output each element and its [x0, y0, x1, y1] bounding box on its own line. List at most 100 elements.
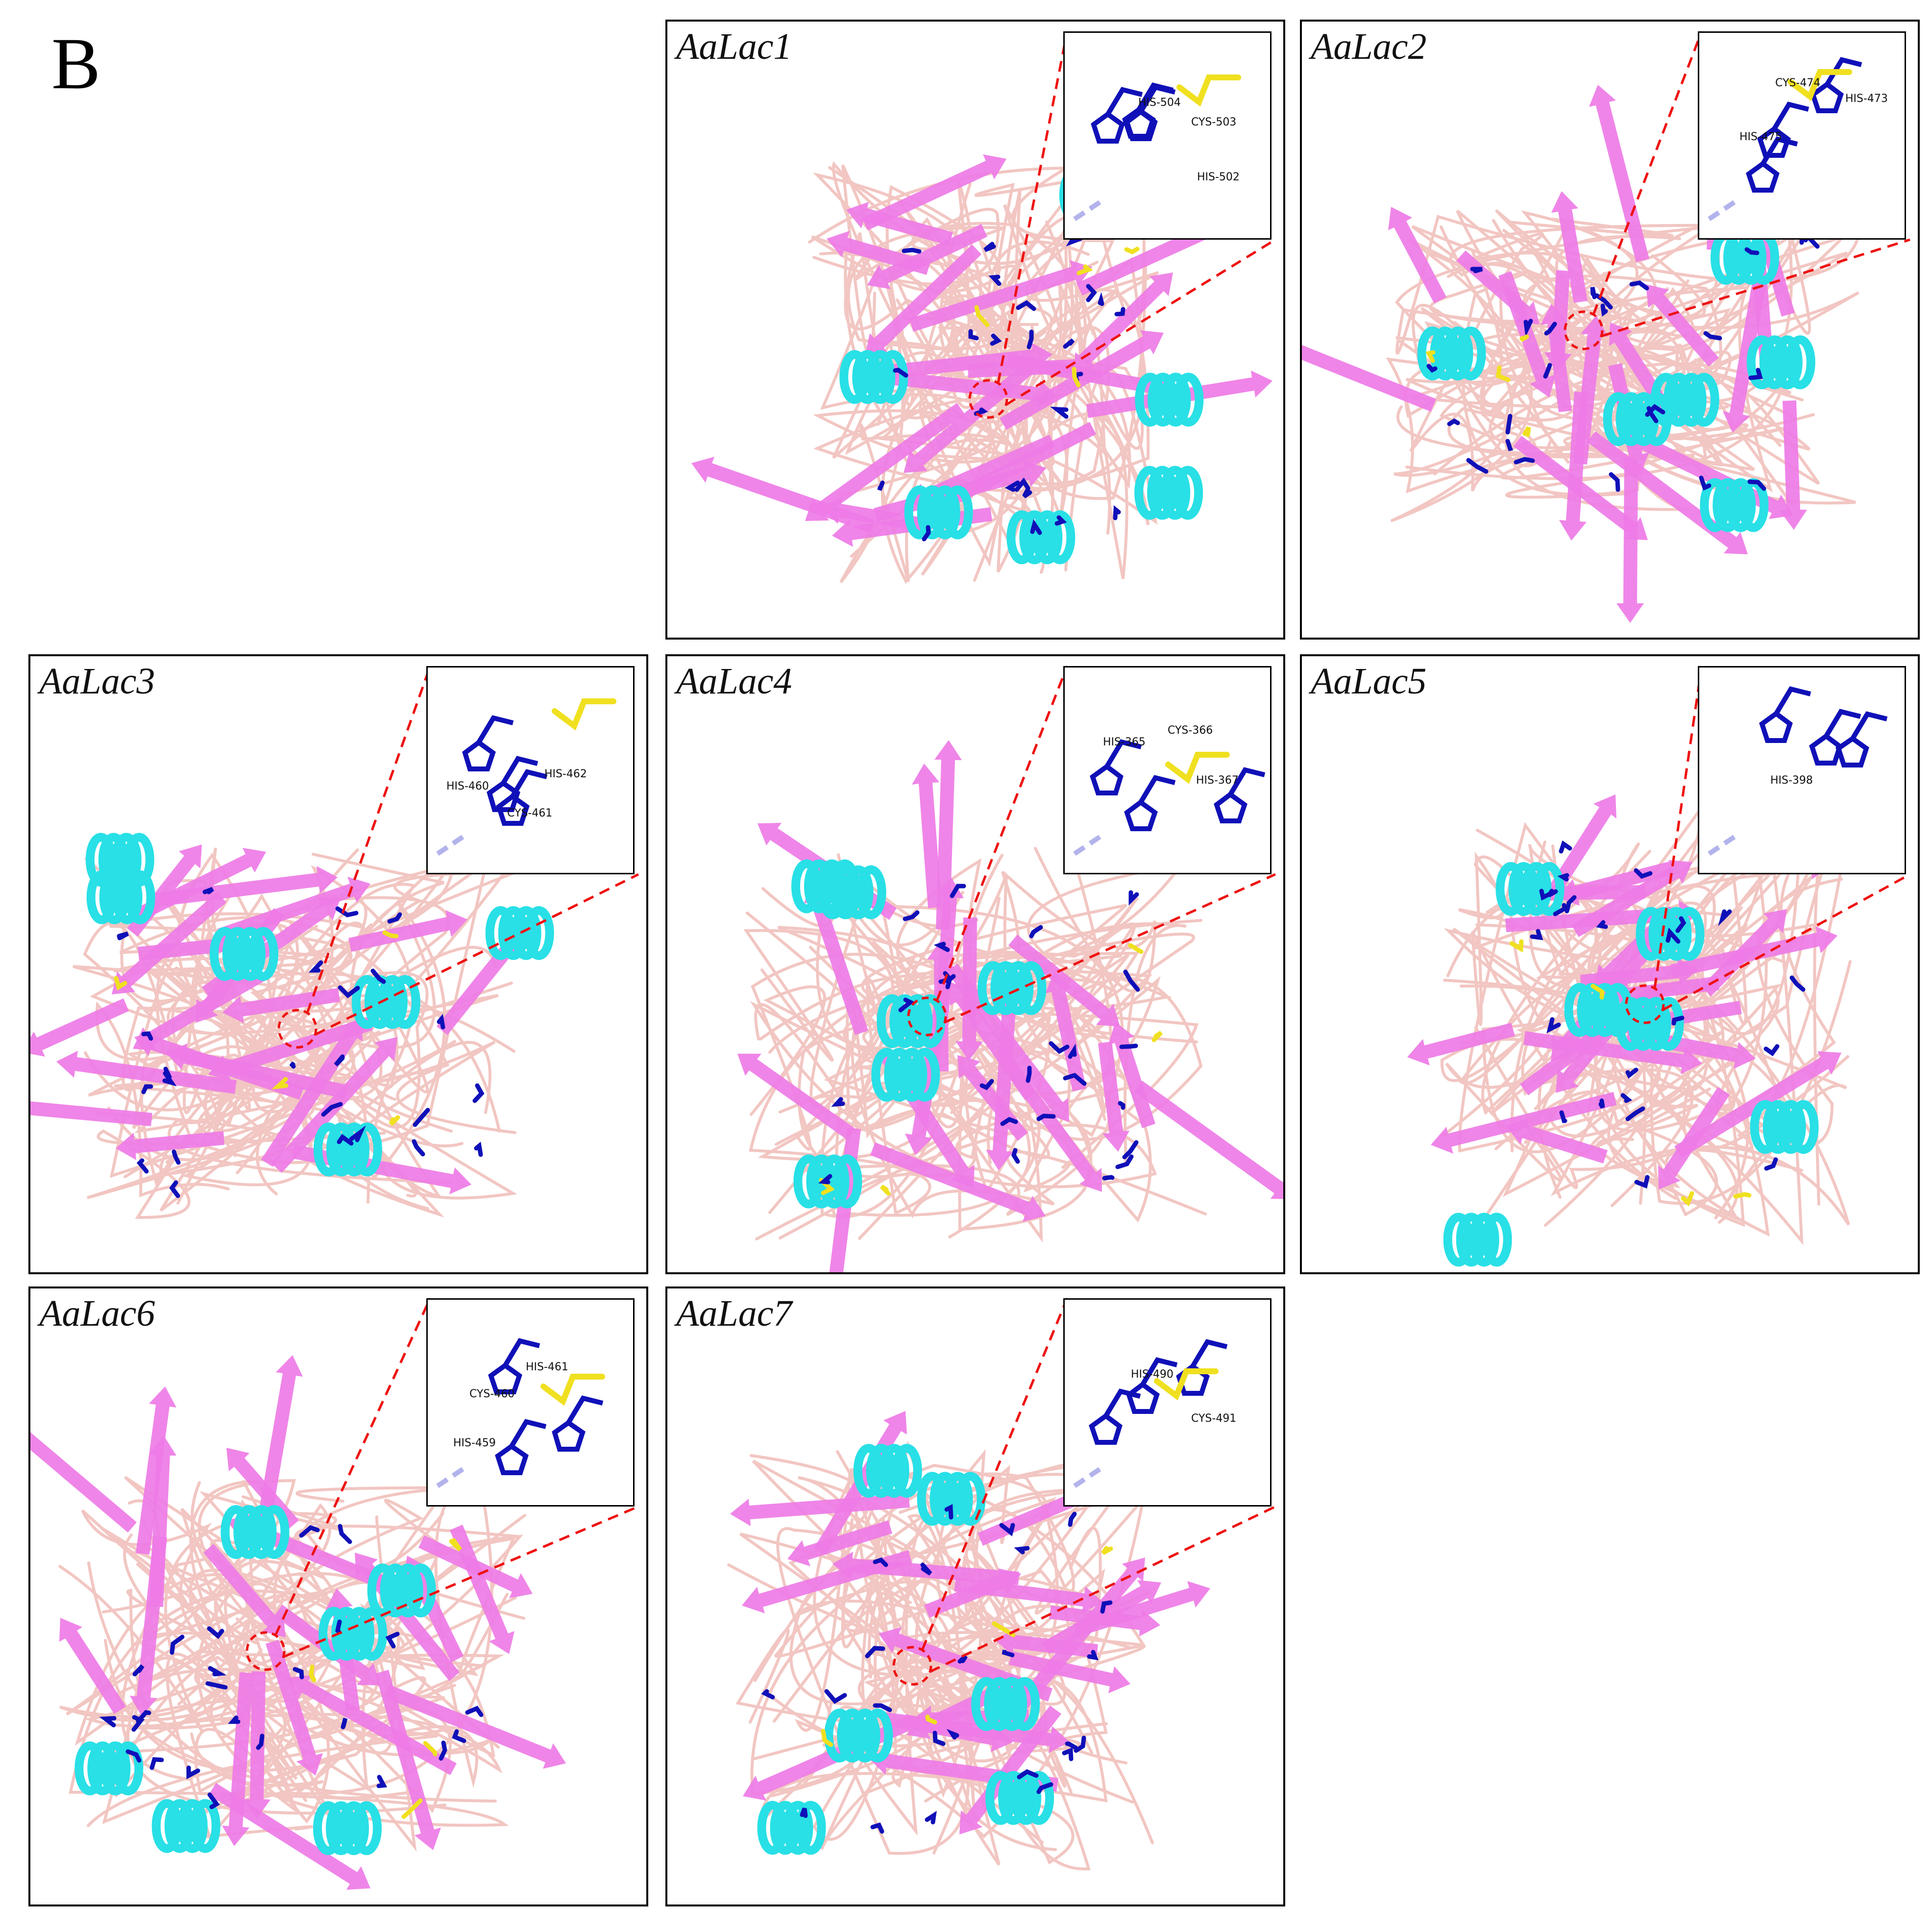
helix-turn [942, 485, 973, 540]
residue-stick [1122, 1140, 1139, 1160]
beta-strand [871, 369, 1058, 408]
callout-line [306, 666, 432, 1014]
residue-stick [169, 1180, 180, 1198]
beta-strand [1557, 861, 1674, 906]
helix-turn [247, 927, 278, 981]
beta-strand [1523, 1031, 1702, 1074]
residue-stick [1744, 247, 1760, 255]
residue-label: HIS-473 [1845, 93, 1888, 105]
callout-line [944, 873, 1276, 1024]
protein-structure [30, 1297, 639, 1890]
residue-stick [1559, 840, 1572, 854]
alpha-helix [1443, 1212, 1512, 1267]
residue-stick [1017, 1769, 1039, 1780]
residue-stick [1620, 1093, 1633, 1103]
histidine-stick [1104, 739, 1142, 768]
helix-turn [1160, 466, 1191, 520]
residue-stick [990, 333, 1002, 346]
imidazole-ring [1126, 1381, 1160, 1414]
residue-stick [337, 1134, 354, 1146]
loop-coil [812, 281, 1144, 573]
residue-stick [170, 1634, 185, 1655]
callout-line [997, 31, 1069, 384]
alpha-helix [1750, 1100, 1819, 1154]
residue-stick [1087, 1650, 1099, 1660]
beta-strand [1514, 436, 1648, 540]
beta-strand [1407, 1023, 1515, 1065]
helix-turn [1160, 372, 1191, 427]
active-site-circle [1625, 984, 1665, 1024]
callout-line [921, 1298, 1069, 1651]
beta-strand [222, 1672, 253, 1846]
helix-turn [955, 1472, 986, 1526]
residue-stick [1086, 284, 1097, 302]
residue-stick [1590, 984, 1605, 1000]
beta-strand [1548, 794, 1616, 895]
residue-stick [1098, 292, 1104, 306]
loop-coil [888, 240, 1090, 541]
residue-stick [950, 884, 966, 898]
residue-stick [824, 1689, 847, 1704]
residue-stick [974, 305, 990, 327]
imidazole-ring [1809, 733, 1843, 766]
helix-turn [390, 975, 420, 1029]
beta-strand [261, 1018, 363, 1167]
imidazole-ring [1124, 108, 1158, 141]
residue-stick [186, 1765, 200, 1780]
residue-stick [202, 887, 214, 894]
residue-stick [903, 910, 920, 921]
residue-stick [1718, 909, 1732, 927]
helix-turn [338, 1801, 369, 1855]
beta-strand [1388, 207, 1446, 303]
alpha-helix [313, 1801, 382, 1855]
beta-strand [133, 968, 265, 1051]
cartoon-group [30, 666, 639, 1219]
helix-turn [351, 1122, 382, 1177]
helix-turn [124, 870, 155, 924]
beta-strand [166, 1043, 348, 1099]
panel-aalac4: AaLac4 HIS-365 CYS-366 HIS-367 [665, 654, 1285, 1274]
residue-stick [946, 1729, 959, 1740]
residue-stick [1699, 475, 1712, 491]
residue-stick [1470, 267, 1483, 273]
residue-stick [413, 1108, 430, 1127]
helix-turn [1788, 1100, 1819, 1154]
beta-strand [821, 497, 929, 532]
residue-stick [1102, 1175, 1115, 1181]
beta-strand [1079, 272, 1173, 365]
residue-stick [1590, 287, 1597, 299]
beta-strand [1701, 909, 1787, 996]
residue-stick [818, 1174, 832, 1185]
alpha-helix [817, 865, 886, 919]
imidazole-ring [462, 739, 496, 771]
active-site-inset: HIS-398 [1698, 666, 1906, 874]
beta-strand [56, 1051, 237, 1094]
beta-strand [243, 1671, 270, 1819]
histidine-stick [1138, 775, 1176, 804]
imidazole-ring [1176, 1363, 1210, 1396]
beta-strand [116, 1131, 224, 1160]
loop-coil [115, 1668, 503, 1815]
residue-stick [902, 247, 922, 254]
histidine-stick [1850, 711, 1888, 740]
active-site-circle [892, 1646, 932, 1686]
residue-stick [1522, 426, 1531, 437]
histidine-stick [503, 1338, 540, 1367]
residue-stick [114, 976, 127, 990]
residue-stick [387, 912, 402, 924]
residue-stick [131, 1715, 145, 1732]
residue-stick [979, 1079, 994, 1090]
helix-turn [344, 1607, 375, 1661]
beta-strand [737, 1054, 855, 1139]
residue-stick [1004, 480, 1020, 492]
loop-coil [914, 1464, 1067, 1866]
residue-stick [338, 1524, 352, 1544]
alpha-helix [313, 1122, 382, 1177]
residue-stick [382, 930, 399, 939]
alpha-helix [1134, 466, 1203, 520]
residue-stick [335, 1619, 342, 1634]
residue-stick [1068, 1043, 1077, 1059]
beta-strand [995, 1629, 1098, 1658]
alpha-helix [74, 1741, 144, 1796]
residue-stick [968, 329, 979, 341]
